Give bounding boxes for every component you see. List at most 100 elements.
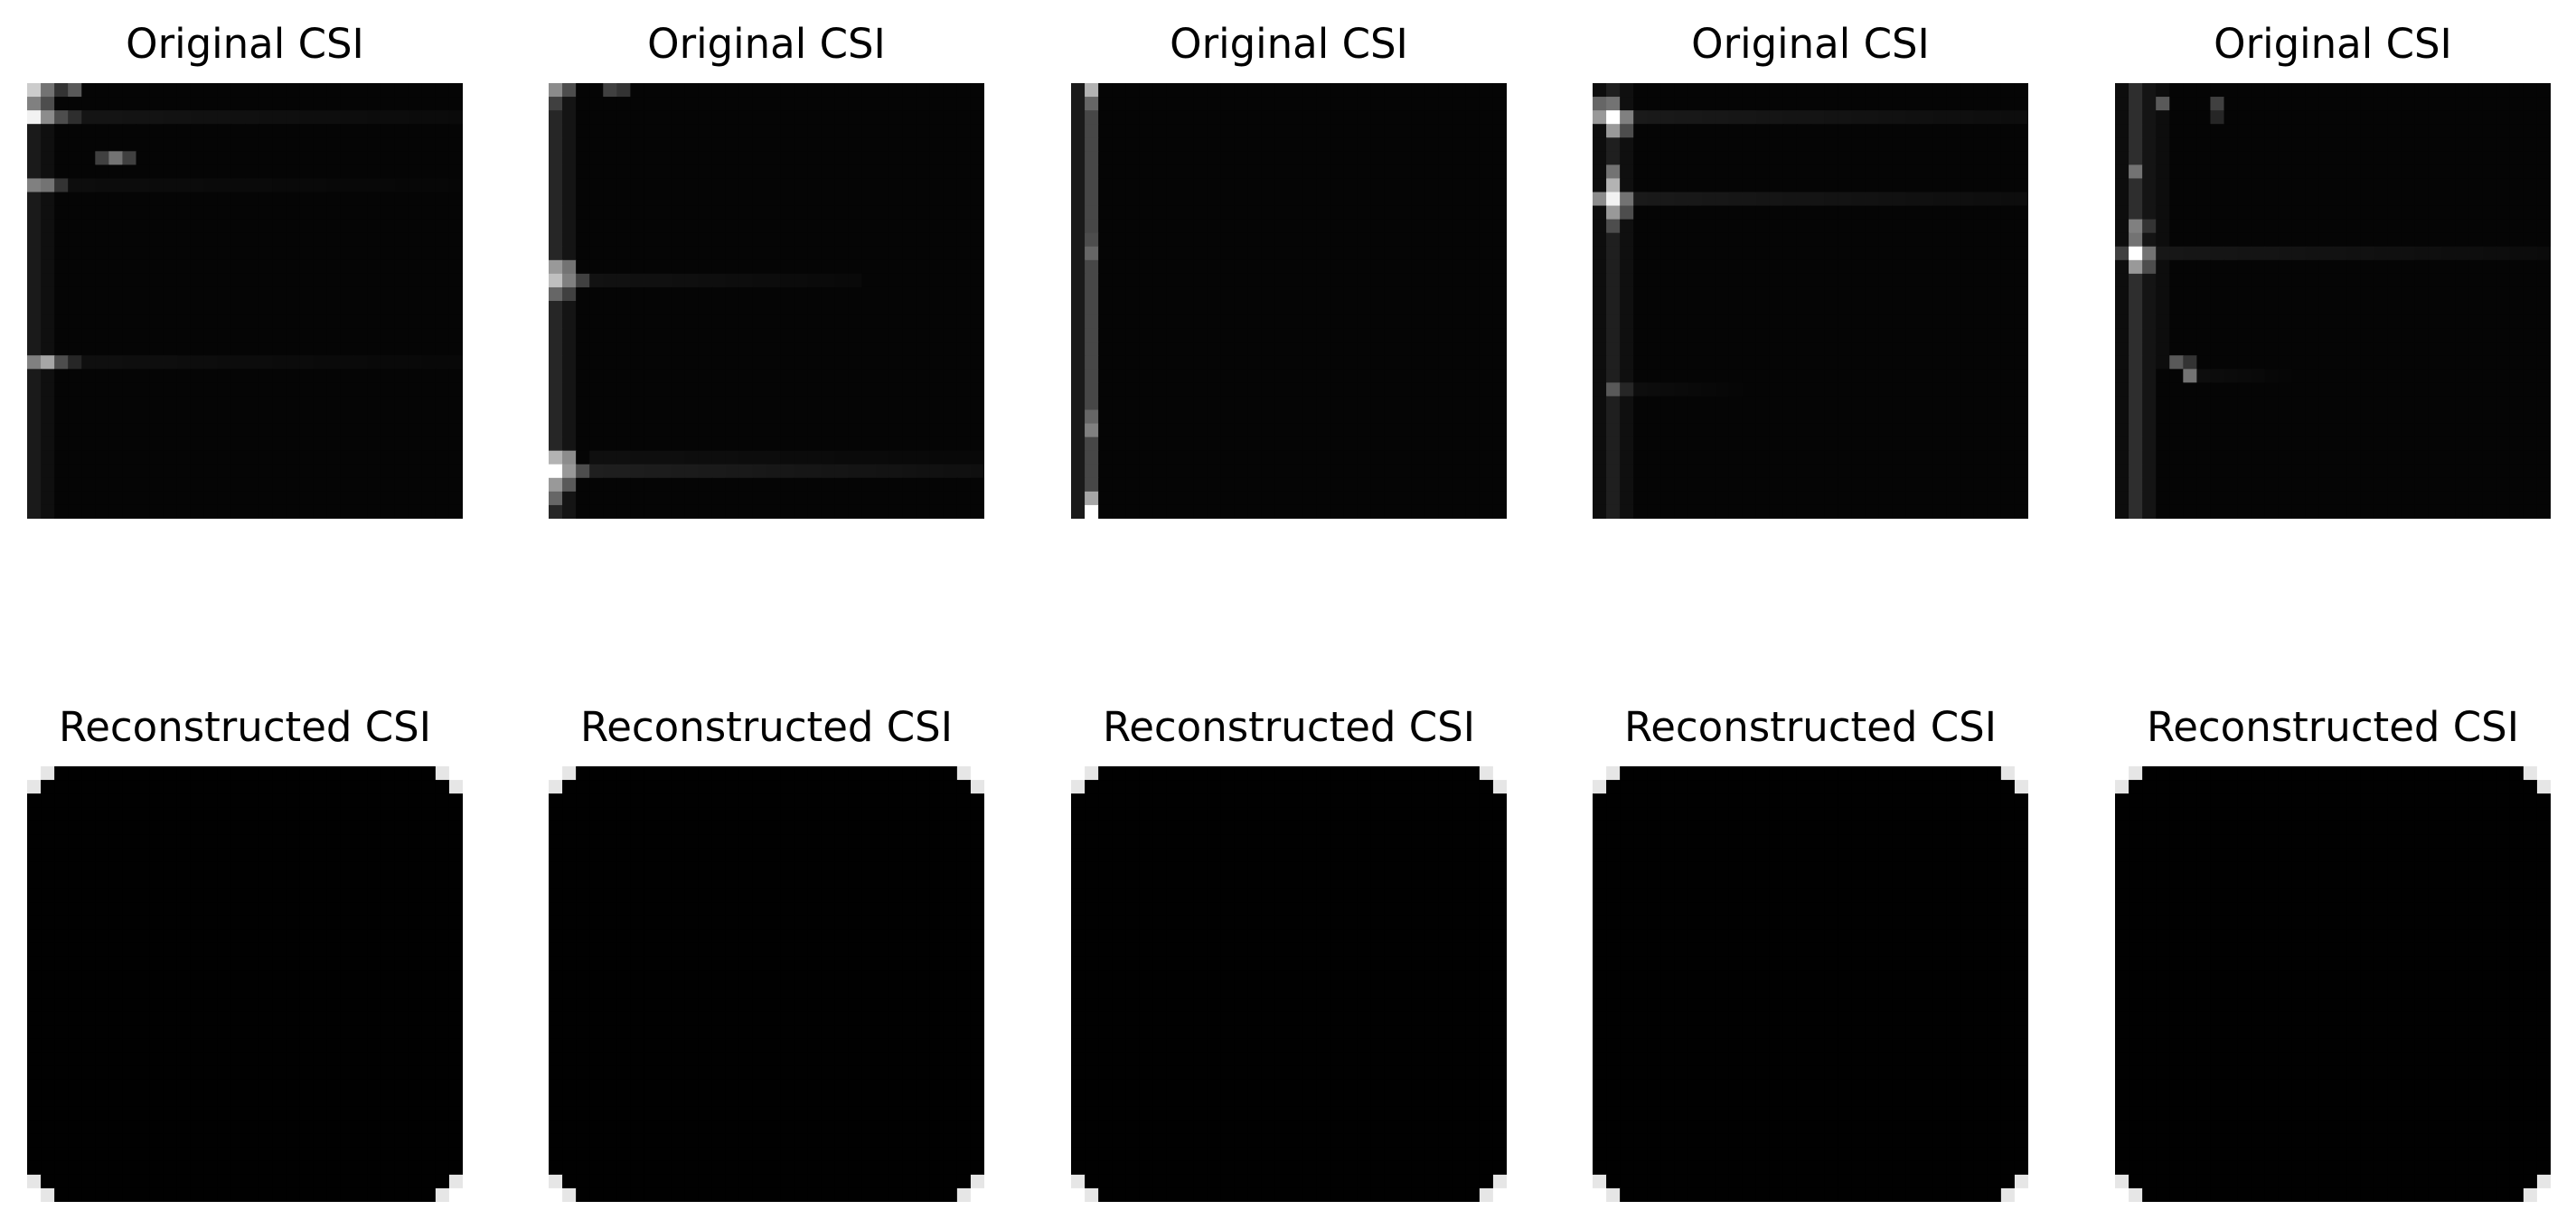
heatmap-cell <box>176 328 192 342</box>
heatmap-cell <box>2414 83 2430 98</box>
heatmap-cell <box>1289 396 1303 411</box>
heatmap-cell <box>1112 423 1126 438</box>
heatmap-cell <box>2496 355 2511 370</box>
heatmap-cell <box>367 259 382 275</box>
heatmap-cell <box>2482 301 2497 315</box>
heatmap-cell <box>1728 396 1744 411</box>
heatmap-cell <box>435 273 450 288</box>
heatmap-cell <box>916 369 931 383</box>
heatmap-cell <box>902 382 917 398</box>
heatmap-cell <box>1139 192 1153 207</box>
heatmap-cell <box>1688 97 1703 111</box>
heatmap-cell <box>943 504 958 519</box>
heatmap-cell <box>1810 137 1825 152</box>
heatmap-cell <box>1424 178 1440 193</box>
heatmap-cell <box>2115 219 2129 234</box>
heatmap-cell <box>41 369 55 383</box>
heatmap-cell <box>2000 83 2016 98</box>
heatmap-cell <box>1085 219 1099 234</box>
heatmap-cell <box>1180 409 1195 425</box>
heatmap-cell <box>2374 164 2388 180</box>
heatmap-cell <box>1180 369 1195 383</box>
heatmap-cell <box>340 409 355 425</box>
heatmap-cell <box>149 192 165 207</box>
heatmap-cell <box>1125 369 1140 383</box>
heatmap-cell <box>108 328 124 342</box>
heatmap-cell <box>1919 286 1934 302</box>
heatmap-cell <box>1593 286 1607 302</box>
heatmap-cell <box>272 423 287 438</box>
heatmap-cell <box>245 286 259 302</box>
heatmap-cell <box>2401 409 2415 425</box>
heatmap-cell <box>861 328 877 342</box>
heatmap-cell <box>848 232 863 248</box>
heatmap-cell <box>176 382 192 398</box>
heatmap-cell <box>2414 328 2430 342</box>
heatmap-cell <box>68 232 82 248</box>
heatmap-cell <box>1810 450 1825 465</box>
heatmap-cell <box>1357 137 1371 152</box>
heatmap-cell <box>1660 273 1675 288</box>
heatmap-cell <box>353 178 369 193</box>
heatmap-cell <box>176 450 192 465</box>
heatmap-cell <box>1411 110 1426 125</box>
heatmap-cell <box>616 314 631 329</box>
heatmap-cell <box>780 205 794 220</box>
heatmap-cell <box>1973 164 1988 180</box>
heatmap-cell <box>2223 423 2239 438</box>
heatmap-cell <box>1892 355 1907 370</box>
heatmap-cell <box>2333 286 2347 302</box>
heatmap-cell <box>943 396 958 411</box>
heatmap-cell <box>2441 436 2457 452</box>
heatmap-cell <box>1316 382 1330 398</box>
heatmap-cell <box>1071 396 1086 411</box>
heatmap-cell <box>27 178 42 193</box>
heatmap-cell <box>68 286 82 302</box>
heatmap-cell <box>1152 273 1168 288</box>
heatmap-cell <box>956 124 972 138</box>
heatmap-cell <box>2305 178 2320 193</box>
heatmap-cell <box>1742 246 1757 261</box>
heatmap-cell <box>1674 436 1689 452</box>
heatmap-cell <box>2237 301 2252 315</box>
heatmap-cell <box>136 219 151 234</box>
heatmap-cell <box>1810 192 1825 207</box>
heatmap-cell <box>1452 450 1467 465</box>
heatmap-cell <box>1207 477 1222 493</box>
heatmap-cell <box>2210 286 2225 302</box>
heatmap-cell <box>1261 423 1276 438</box>
heatmap-cell <box>1987 286 2002 302</box>
heatmap-cell <box>589 382 604 398</box>
heatmap-cell <box>203 259 219 275</box>
heatmap-cell <box>2142 124 2157 138</box>
heatmap-cell <box>163 301 178 315</box>
heatmap-cell <box>630 423 645 438</box>
heatmap-cell <box>562 382 577 398</box>
heatmap-cell <box>603 382 617 398</box>
heatmap-cell <box>2264 382 2280 398</box>
heatmap-cell <box>1492 382 1507 398</box>
heatmap-cell <box>2291 436 2307 452</box>
heatmap-cell <box>738 97 754 111</box>
heatmap-cell <box>326 342 342 356</box>
heatmap-cell <box>1384 124 1399 138</box>
heatmap-cell <box>2441 286 2457 302</box>
heatmap-cell <box>888 382 904 398</box>
heatmap-cell <box>2360 110 2374 125</box>
heatmap-cell <box>644 355 659 370</box>
heatmap-cell <box>2223 219 2239 234</box>
heatmap-cell <box>2346 178 2361 193</box>
heatmap-cell <box>1851 219 1866 234</box>
heatmap-cell <box>684 382 700 398</box>
heatmap-cell <box>861 246 877 261</box>
heatmap-cell <box>589 436 604 452</box>
heatmap-cell <box>286 124 300 138</box>
heatmap-cell <box>1593 450 1607 465</box>
heatmap-cell <box>1274 342 1290 356</box>
heatmap-cell <box>1660 477 1675 493</box>
heatmap-cell <box>1343 192 1358 207</box>
heatmap-cell <box>245 314 259 329</box>
heatmap-cell <box>848 151 863 165</box>
heatmap-cell <box>943 151 958 165</box>
heatmap-cell <box>576 246 590 261</box>
